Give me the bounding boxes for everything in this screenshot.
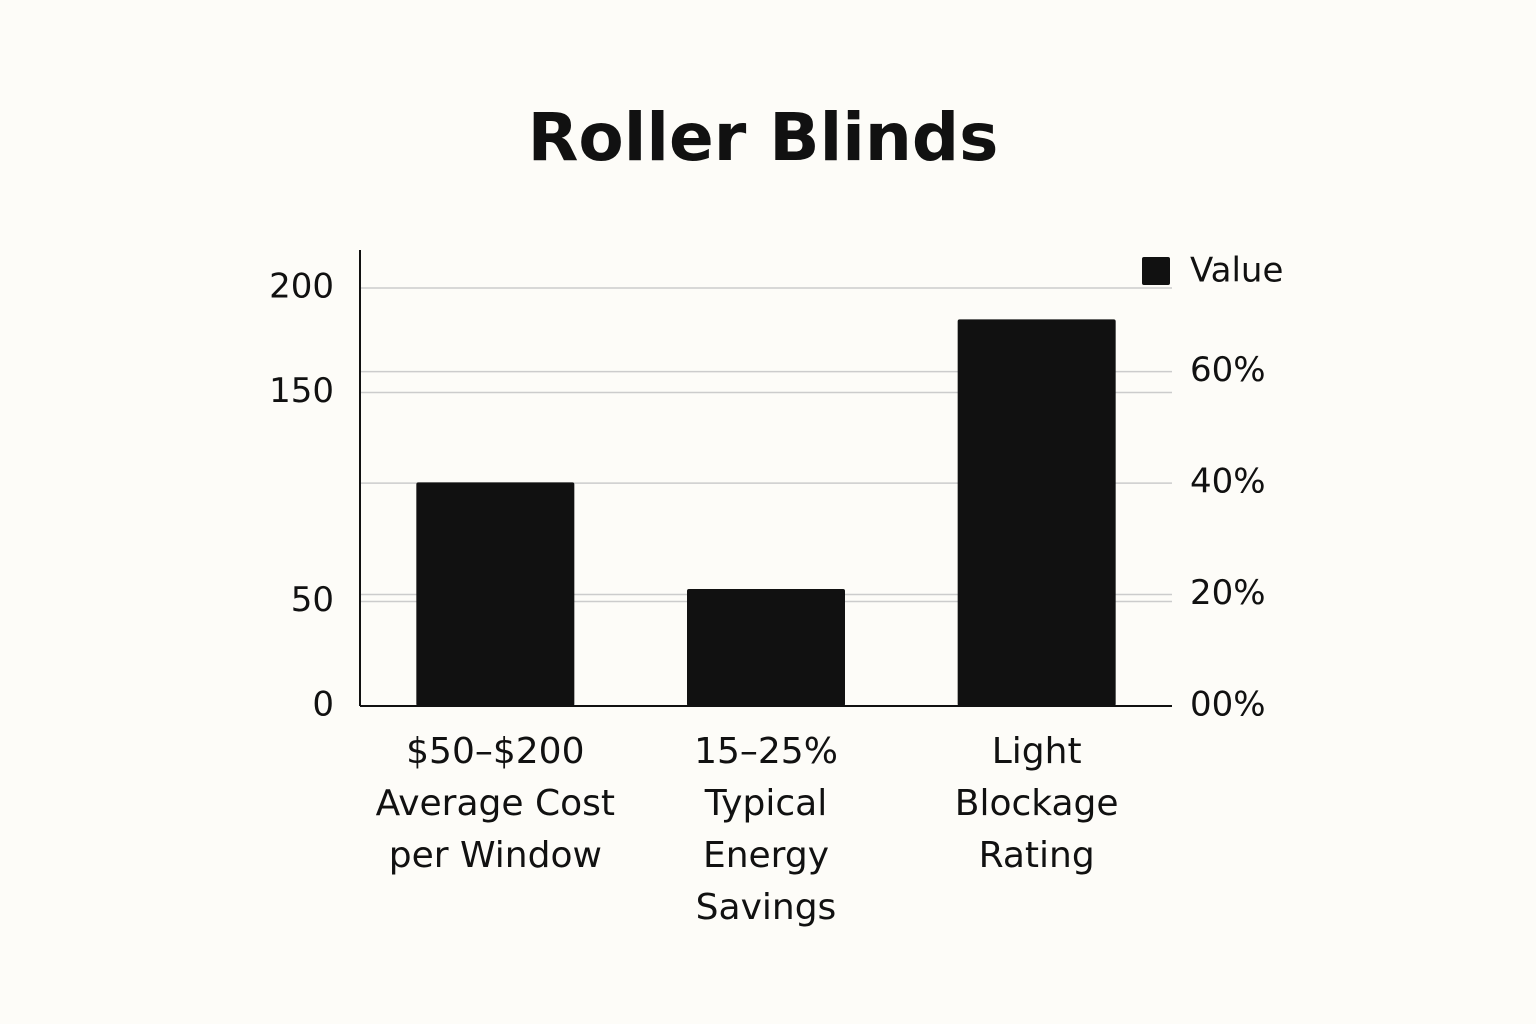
legend-swatch [1142, 257, 1170, 285]
chart-title: Roller Blinds [528, 99, 999, 176]
x-tick-label: Light Blockage Rating [954, 731, 1119, 876]
y2-tick-label: 60% [1190, 350, 1266, 390]
x-tick-label: 15–25% Typical Energy Savings [694, 731, 838, 928]
x-tick-label: $50–$200 Average Cost per Window [375, 731, 615, 876]
y2-tick-label: 20% [1190, 573, 1266, 613]
y-tick-label: 0 [312, 685, 334, 725]
y-tick-label: 150 [269, 371, 334, 411]
bar [957, 319, 1116, 706]
y2-tick-label: 40% [1190, 462, 1266, 502]
bar [416, 482, 575, 706]
bar [687, 588, 845, 706]
y-tick-label: 200 [269, 267, 334, 307]
legend-label: Value [1190, 251, 1283, 291]
y2-tick-label: 00% [1190, 685, 1266, 725]
y-tick-label: 50 [291, 580, 334, 620]
